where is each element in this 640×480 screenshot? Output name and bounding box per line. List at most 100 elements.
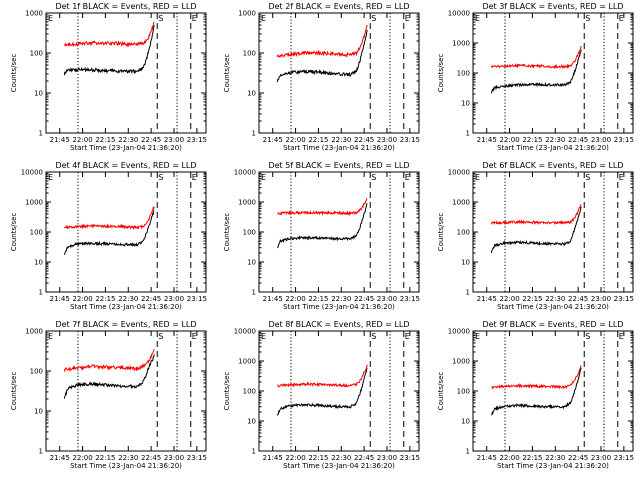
corner-label: E: [48, 332, 53, 341]
panel-title: Det 5f BLACK = Events, RED = LLD: [268, 161, 409, 170]
x-tick-label: 23:15: [614, 136, 634, 144]
y-tick-label: 10: [34, 408, 43, 416]
panel-det-8: Det 8f BLACK = Events, RED = LLD 1 10 100 10…: [223, 320, 420, 470]
x-axis-label: Start Time (23-Jan-04 21:36:20): [283, 462, 395, 470]
plot-frame: [46, 331, 206, 451]
panel-det-2: Det 2f BLACK = Events, RED = LLD11010010…: [223, 2, 420, 152]
y-tick-label: 10: [461, 418, 470, 426]
panel-title: Det 2f BLACK = Events, RED = LLD: [268, 2, 409, 11]
x-tick-label: 22:15: [308, 136, 328, 144]
y-tick-label: 1: [466, 289, 470, 297]
x-axis-label: Start Time (23-Jan-04 21:36:20): [497, 303, 609, 311]
x-tick-label: 23:15: [614, 295, 634, 303]
x-tick-label: 22:00: [285, 295, 305, 303]
y-tick-label: 10000: [448, 328, 470, 336]
x-tick-label: 23:00: [164, 295, 184, 303]
x-tick-label: 21:45: [50, 136, 70, 144]
y-tick-label: 10: [247, 259, 256, 267]
x-tick-label: 21:45: [50, 454, 70, 462]
y-axis-label: Counts/sec: [437, 213, 445, 252]
x-tick-label: 21:45: [477, 136, 497, 144]
corner-label: E: [48, 173, 53, 182]
x-tick-label: 22:30: [118, 136, 138, 144]
x-axis-label: Start Time (23-Jan-04 21:36:20): [70, 144, 182, 152]
x-axis-label: Start Time (23-Jan-04 21:36:20): [70, 462, 182, 470]
x-tick-label: 22:00: [285, 136, 305, 144]
y-tick-label: 100: [30, 229, 43, 237]
x-tick-label: 22:45: [141, 136, 161, 144]
time-marker-label: S: [158, 14, 163, 23]
y-tick-label: 100: [457, 70, 470, 78]
x-tick-label: 22:00: [499, 295, 519, 303]
x-tick-label: 23:15: [187, 454, 207, 462]
y-tick-label: 100: [243, 388, 256, 396]
panel-det-5: Det 5f BLACK = Events, RED = LLD11010010…: [223, 161, 420, 311]
y-axis-label: Counts/sec: [223, 372, 231, 411]
y-axis-label: Counts/sec: [223, 213, 231, 252]
y-tick-label: 100: [30, 50, 43, 58]
time-marker-label: E: [405, 332, 410, 341]
x-tick-label: 22:30: [118, 454, 138, 462]
time-marker-label: E: [619, 14, 624, 23]
x-tick-label: 21:45: [50, 295, 70, 303]
time-marker-label: S: [371, 173, 376, 182]
y-tick-label: 1000: [238, 199, 256, 207]
panel-det-1: Det 1f BLACK = Events, RED = LLD 1 10 100 10…: [10, 2, 207, 152]
panel-title: Det 7f BLACK = Events, RED = LLD: [55, 320, 196, 329]
x-axis-label: Start Time (23-Jan-04 21:36:20): [497, 462, 609, 470]
x-axis-label: Start Time (23-Jan-04 21:36:20): [283, 303, 395, 311]
y-tick-label: 1: [466, 448, 470, 456]
x-tick-label: 22:00: [499, 454, 519, 462]
x-tick-label: 22:45: [141, 454, 161, 462]
time-marker-label: E: [192, 173, 197, 182]
plot-frame: [259, 331, 419, 451]
x-tick-label: 21:45: [263, 136, 283, 144]
panel-title: Det 3f BLACK = Events, RED = LLD: [482, 2, 623, 11]
panel-title: Det 9f BLACK = Events, RED = LLD: [482, 320, 623, 329]
y-tick-label: 1: [39, 448, 43, 456]
y-axis-label: Counts/sec: [10, 54, 18, 93]
x-tick-label: 23:00: [377, 454, 397, 462]
panel-det-3: Det 3f BLACK = Events, RED = LLD11010010…: [437, 2, 634, 152]
corner-label: E: [261, 14, 266, 23]
time-marker-label: S: [585, 332, 590, 341]
plot-frame: [46, 13, 206, 133]
y-tick-label: 1000: [238, 10, 256, 18]
x-tick-label: 23:00: [591, 295, 611, 303]
panel-title: Det 1f BLACK = Events, RED = LLD: [55, 2, 196, 11]
x-tick-label: 22:30: [545, 136, 565, 144]
y-tick-label: 1000: [452, 358, 470, 366]
x-tick-label: 23:15: [187, 136, 207, 144]
x-tick-label: 22:15: [95, 136, 115, 144]
x-tick-label: 21:45: [477, 295, 497, 303]
y-tick-label: 10: [34, 259, 43, 267]
x-tick-label: 22:30: [545, 454, 565, 462]
x-tick-label: 23:15: [187, 295, 207, 303]
y-tick-label: 10000: [448, 10, 470, 18]
y-tick-label: 10: [247, 418, 256, 426]
x-axis-label: Start Time (23-Jan-04 21:36:20): [70, 303, 182, 311]
x-tick-label: 23:00: [377, 136, 397, 144]
x-tick-label: 22:00: [72, 136, 92, 144]
time-marker-label: E: [405, 173, 410, 182]
plot-frame: [46, 172, 206, 292]
plot-frame: [473, 172, 633, 292]
x-tick-label: 22:45: [141, 295, 161, 303]
x-tick-label: 21:45: [263, 454, 283, 462]
x-tick-label: 22:15: [308, 454, 328, 462]
x-tick-label: 22:15: [95, 295, 115, 303]
corner-label: E: [48, 14, 53, 23]
x-tick-label: 22:30: [545, 295, 565, 303]
y-tick-label: 10: [247, 90, 256, 98]
y-tick-label: 1: [466, 130, 470, 138]
time-marker-label: S: [585, 173, 590, 182]
x-tick-label: 22:00: [499, 136, 519, 144]
corner-label: E: [261, 173, 266, 182]
panel-title: Det 8f BLACK = Events, RED = LLD: [268, 320, 409, 329]
time-marker-label: S: [585, 14, 590, 23]
y-tick-label: 10: [461, 259, 470, 267]
x-tick-label: 23:15: [400, 136, 420, 144]
y-tick-label: 10: [34, 90, 43, 98]
time-marker-label: E: [619, 332, 624, 341]
y-tick-label: 100: [30, 368, 43, 376]
